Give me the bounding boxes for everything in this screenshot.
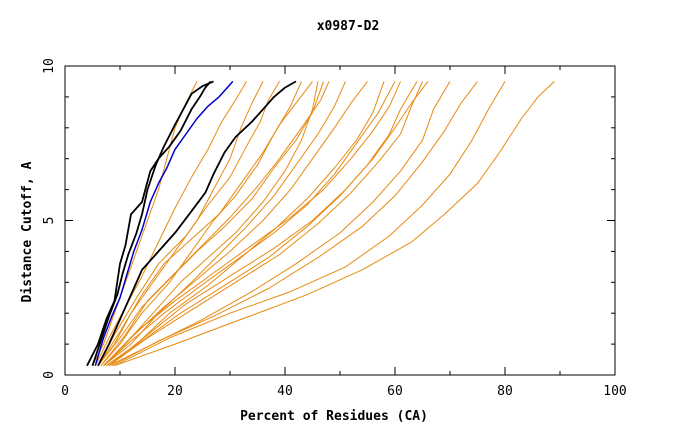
chart-title: x0987-D2 bbox=[317, 19, 380, 34]
series-group bbox=[86, 80, 555, 367]
series-line-23 bbox=[97, 81, 324, 367]
series-line-4 bbox=[97, 80, 297, 367]
series-line-18 bbox=[108, 81, 423, 367]
x-tick-label: 60 bbox=[387, 384, 403, 399]
x-tick-label: 100 bbox=[603, 384, 626, 399]
y-axis-label: Distance Cutoff, A bbox=[20, 161, 35, 302]
axis-ticks: 0 20 40 60 80 100 0 5 10 bbox=[42, 58, 627, 399]
series-line-10 bbox=[97, 81, 313, 366]
series-line-1 bbox=[86, 80, 212, 367]
x-tick-label: 20 bbox=[167, 384, 183, 399]
y-tick-label: 10 bbox=[42, 58, 57, 74]
x-axis-label: Percent of Residues (CA) bbox=[240, 409, 428, 424]
x-tick-label: 40 bbox=[277, 384, 293, 399]
y-tick-label: 0 bbox=[42, 371, 57, 379]
series-line-17 bbox=[106, 81, 418, 367]
series-line-21 bbox=[114, 81, 506, 367]
series-line-12 bbox=[100, 81, 330, 367]
y-tick-label: 5 bbox=[42, 217, 57, 225]
series-line-13 bbox=[103, 81, 346, 367]
series-line-14 bbox=[103, 81, 368, 367]
x-tick-label: 80 bbox=[497, 384, 513, 399]
series-line-20 bbox=[111, 81, 478, 367]
series-line-2 bbox=[91, 80, 214, 366]
series-line-24 bbox=[103, 81, 396, 367]
series-line-19 bbox=[108, 81, 451, 367]
series-line-11 bbox=[103, 81, 319, 367]
x-tick-label: 0 bbox=[61, 384, 69, 399]
series-line-25 bbox=[108, 81, 429, 367]
series-line-22 bbox=[114, 81, 555, 367]
series-line-7 bbox=[97, 81, 264, 367]
series-line-16 bbox=[103, 81, 401, 367]
series-line-3 bbox=[94, 80, 234, 366]
series-line-8 bbox=[97, 81, 280, 366]
